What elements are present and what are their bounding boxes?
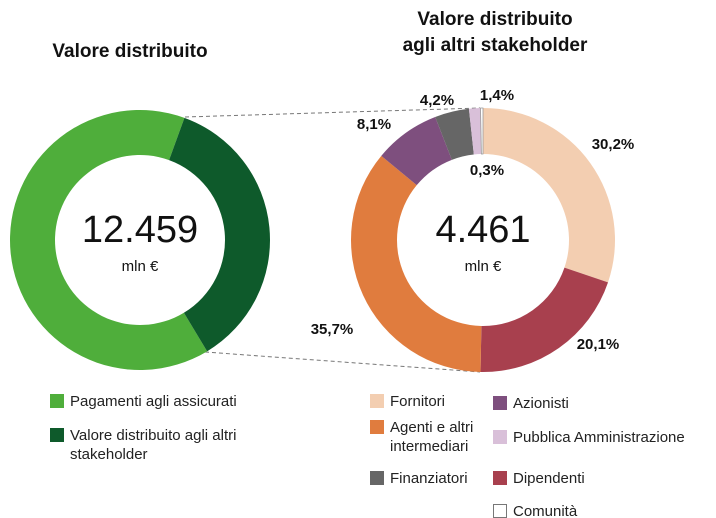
legend-item: Agenti e altri intermediari	[370, 418, 490, 456]
legend-label: Valore distribuito agli altri stakeholde…	[70, 427, 237, 463]
legend-label: Dipendenti	[513, 470, 585, 487]
donut-segment	[435, 108, 474, 160]
donut-segment	[480, 267, 609, 372]
value-label: 20,1%	[577, 336, 620, 353]
legend-swatch	[370, 420, 384, 434]
legend-item: Fornitori	[370, 392, 490, 411]
legend-label: Azionisti	[513, 395, 569, 412]
legend-label: Comunità	[513, 503, 578, 518]
value-label: 1,4%	[480, 87, 514, 104]
chart-title: Valore distribuito	[52, 41, 207, 62]
legend-item: Comunità	[493, 502, 613, 518]
legend-item: Valore distribuito agli altri stakeholde…	[50, 426, 250, 464]
connector	[184, 107, 481, 118]
center-unit: mln €	[465, 258, 502, 275]
legend-swatch	[370, 394, 384, 408]
donut-segment	[381, 116, 452, 186]
legend-item: Azionisti	[493, 394, 613, 413]
center-value: 12.459	[82, 209, 198, 251]
legend-item: Pagamenti agli assicurati	[50, 392, 250, 411]
value-label: 8,1%	[357, 116, 391, 133]
donut-segment	[480, 107, 484, 155]
legend-swatch	[50, 428, 64, 442]
center-unit: mln €	[122, 258, 159, 275]
chart-title: agli altri stakeholder	[403, 35, 588, 56]
chart-title: Valore distribuito	[417, 9, 572, 30]
legend-item: Dipendenti	[493, 469, 613, 488]
legend-item: Finanziatori	[370, 469, 490, 488]
donut-segment	[468, 108, 482, 155]
legend-swatch	[493, 396, 507, 410]
value-label: 30,2%	[592, 136, 635, 153]
value-label: 0,3%	[470, 162, 504, 179]
donut-segment	[10, 109, 208, 371]
center-value: 4.461	[435, 209, 530, 251]
legend-swatch	[370, 471, 384, 485]
legend-swatch	[50, 394, 64, 408]
legend-label: Finanziatori	[390, 470, 468, 487]
legend-label: Pubblica Amministrazione	[513, 429, 685, 446]
donut-segment	[169, 117, 271, 352]
legend-label: Fornitori	[390, 393, 446, 410]
legend-item: Pubblica Amministrazione	[493, 428, 716, 447]
legend-swatch	[493, 504, 507, 518]
donut-segment	[351, 155, 482, 372]
legend-swatch	[493, 430, 507, 444]
connector	[204, 351, 481, 373]
donut-segment	[483, 108, 615, 283]
value-label: 4,2%	[420, 92, 454, 109]
legend-label: Pagamenti agli assicurati	[70, 393, 237, 410]
legend-swatch	[493, 471, 507, 485]
value-label: 35,7%	[311, 321, 354, 338]
legend-label: Agenti e altri intermediari	[390, 419, 474, 455]
